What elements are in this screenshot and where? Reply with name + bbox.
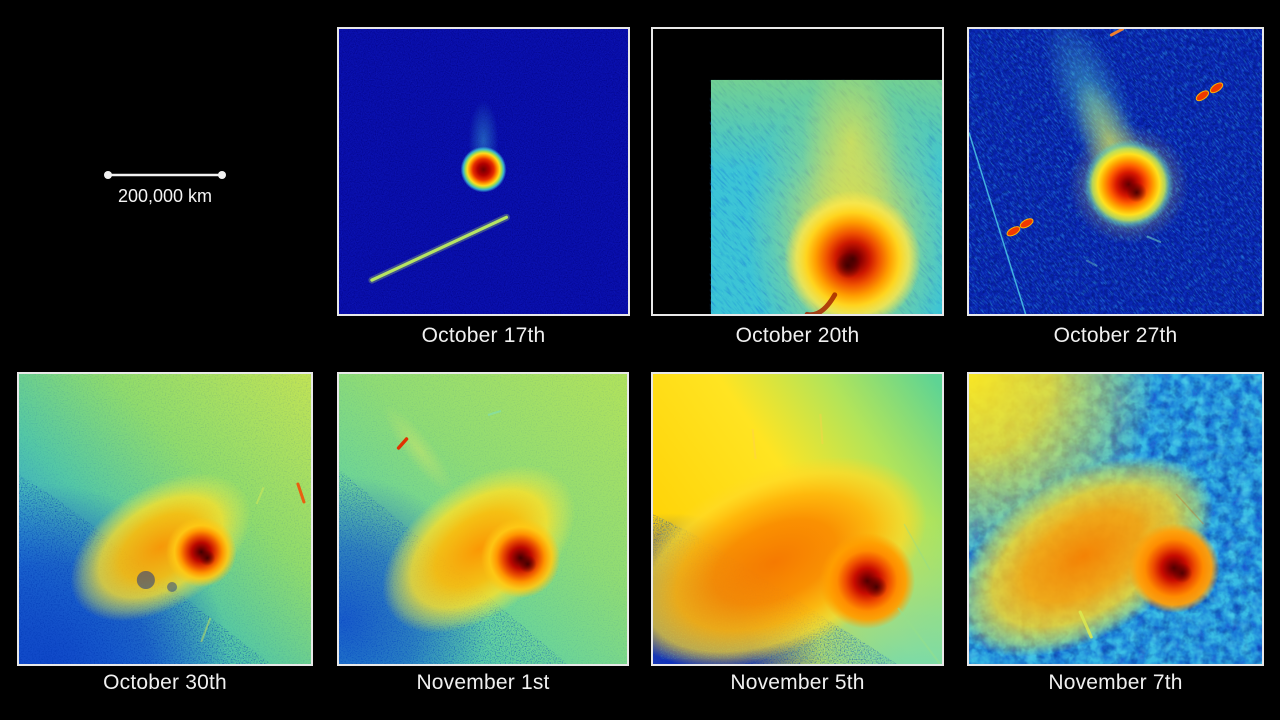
panel-caption-november-1: November 1st: [416, 671, 550, 694]
scale-bar: 200,000 km: [95, 166, 235, 214]
scale-bar-line: [104, 171, 226, 179]
panel-november-1: [337, 372, 629, 666]
panel-november-7: [967, 372, 1264, 666]
panel-october-20: [651, 27, 944, 316]
comet-image-october-17: [339, 29, 628, 314]
panel-caption-october-27: October 27th: [1053, 324, 1178, 347]
comet-image-november-1: [339, 374, 627, 664]
panel-october-30: [17, 372, 313, 666]
panel-october-17: [337, 27, 630, 316]
comet-image-october-20: [653, 29, 942, 314]
comet-image-october-27: [969, 29, 1262, 314]
panel-october-27: [967, 27, 1264, 316]
panel-caption-october-17: October 17th: [421, 324, 546, 347]
comet-image-november-7: [969, 374, 1262, 664]
panel-caption-october-20: October 20th: [735, 324, 860, 347]
comet-image-november-5: [653, 374, 942, 664]
panel-november-5: [651, 372, 944, 666]
panel-caption-october-30: October 30th: [103, 671, 227, 694]
scale-bar-label: 200,000 km: [117, 186, 213, 206]
panel-caption-november-7: November 7th: [1048, 671, 1183, 694]
comet-image-october-30: [19, 374, 311, 664]
panel-caption-november-5: November 5th: [730, 671, 865, 694]
